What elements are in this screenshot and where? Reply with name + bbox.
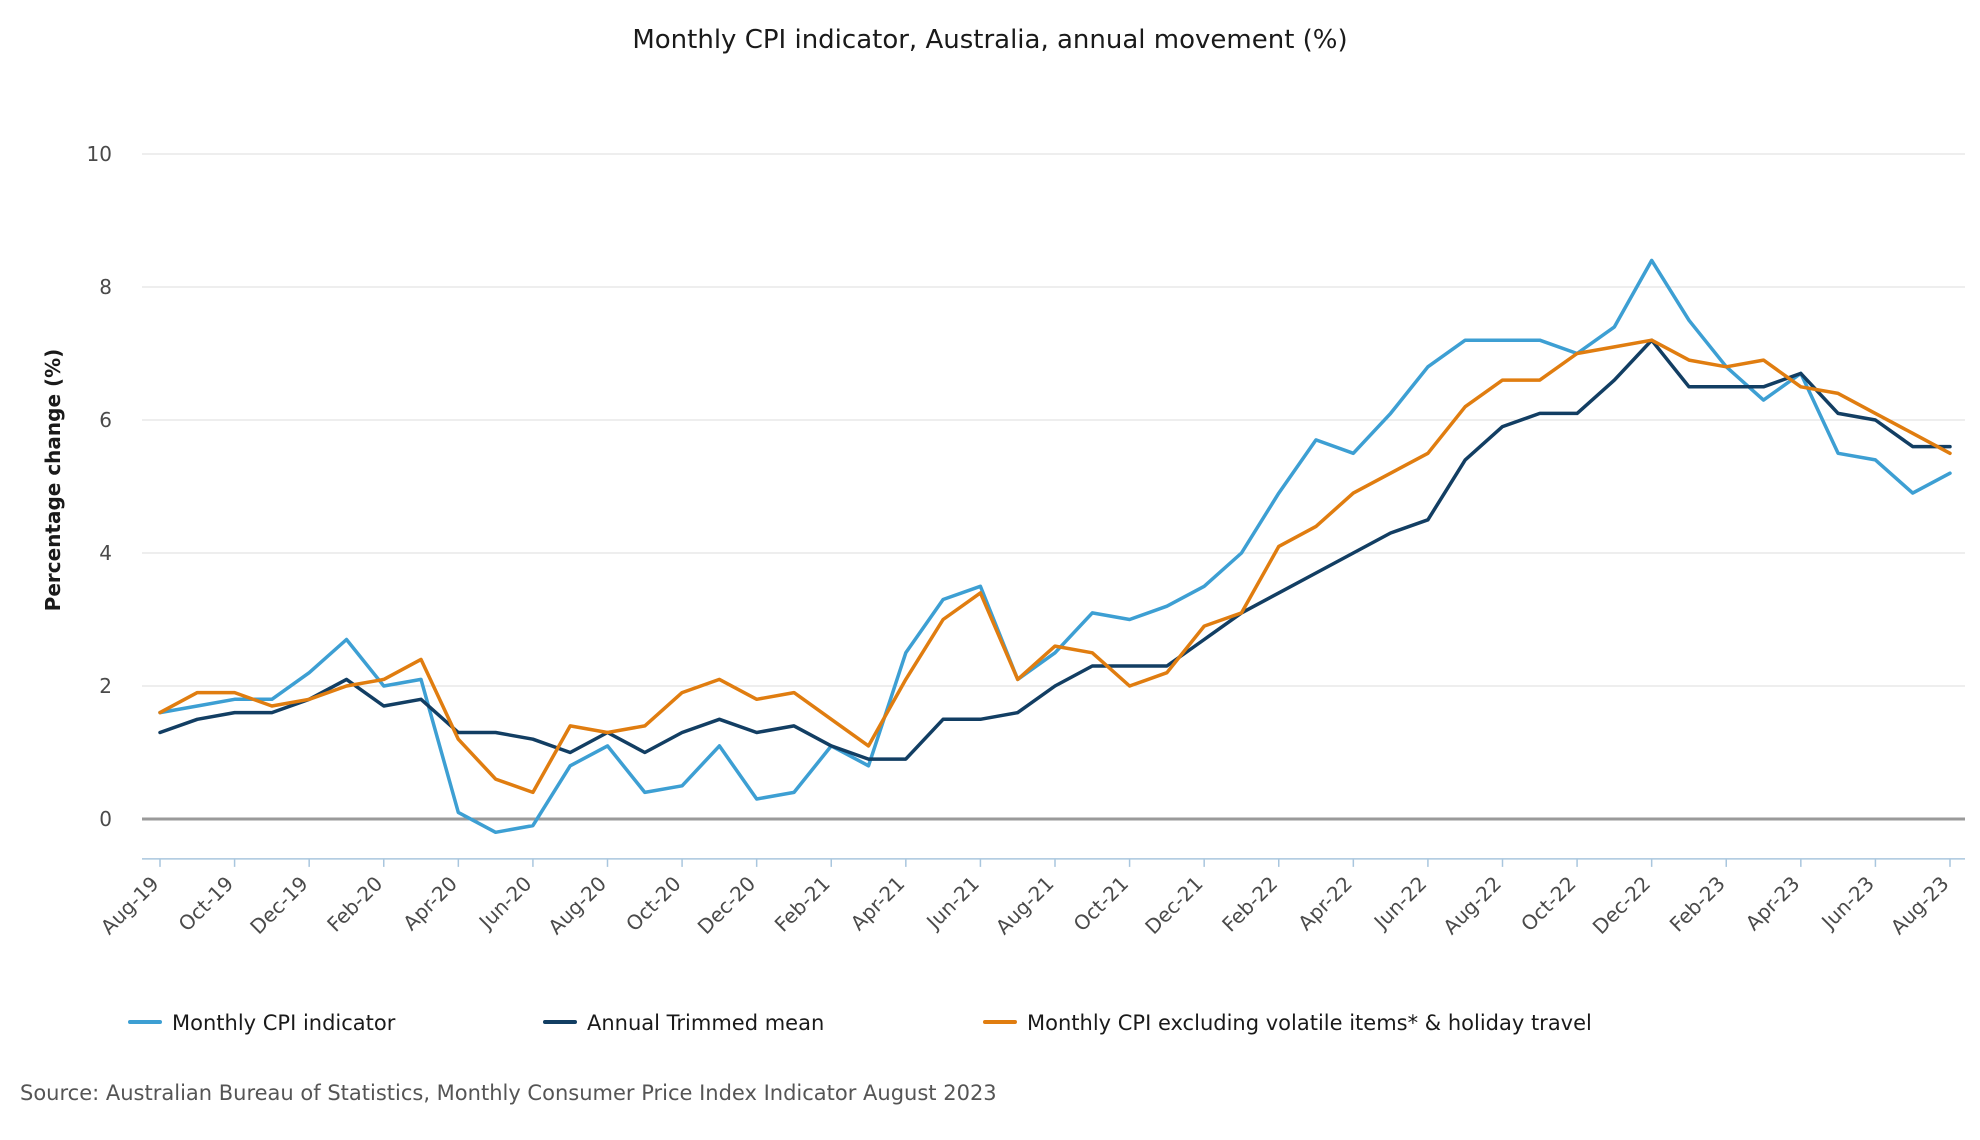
legend-label: Monthly CPI indicator bbox=[172, 1011, 396, 1035]
x-tick-label: Feb-20 bbox=[322, 871, 387, 936]
source-note: Source: Australian Bureau of Statistics,… bbox=[20, 1081, 997, 1105]
x-tick-label: Apr-21 bbox=[846, 871, 910, 935]
x-tick-label: Feb-21 bbox=[770, 871, 835, 936]
x-tick-label: Aug-22 bbox=[1438, 871, 1506, 939]
x-tick-label: Dec-22 bbox=[1588, 871, 1655, 938]
legend: Monthly CPI indicator Annual Trimmed mean… bbox=[128, 1011, 1592, 1035]
series-line-monthly-cpi-excluding-volatile-items-holiday-travel bbox=[158, 338, 1952, 795]
x-tick-label: Aug-19 bbox=[96, 871, 164, 939]
x-tick-label: Dec-19 bbox=[245, 871, 312, 938]
x-tick-label: Aug-21 bbox=[991, 871, 1059, 939]
x-tick-label: Dec-20 bbox=[693, 871, 760, 938]
x-tick-label: Oct-21 bbox=[1069, 871, 1134, 936]
x-tick-label: Apr-20 bbox=[398, 871, 462, 935]
x-tick-label: Oct-19 bbox=[174, 871, 239, 936]
x-tick-label: Feb-22 bbox=[1217, 871, 1282, 936]
y-tick-label: 6 bbox=[99, 408, 112, 432]
y-tick-label: 0 bbox=[99, 807, 112, 831]
x-tick-label: Apr-23 bbox=[1741, 871, 1805, 935]
x-tick-label: Feb-23 bbox=[1665, 871, 1730, 936]
y-tick-label: 8 bbox=[99, 275, 112, 299]
chart-title: Monthly CPI indicator, Australia, annual… bbox=[632, 25, 1347, 55]
x-tick-label: Jun-20 bbox=[473, 871, 537, 935]
x-tick-label: Oct-20 bbox=[621, 871, 686, 936]
x-tick-label: Jun-22 bbox=[1368, 871, 1432, 935]
y-axis-title: Percentage change (%) bbox=[41, 349, 65, 612]
series-line-annual-trimmed-mean bbox=[158, 338, 1952, 761]
y-tick-label: 10 bbox=[87, 142, 112, 166]
series-line-monthly-cpi-indicator bbox=[158, 258, 1952, 835]
y-tick-label: 2 bbox=[99, 674, 112, 698]
x-tick-label: Jun-21 bbox=[920, 871, 984, 935]
series-lines bbox=[158, 258, 1952, 835]
x-tick-label: Aug-20 bbox=[543, 871, 611, 939]
x-axis-ticks: Aug-19 Oct-19 Dec-19 Feb-20 Apr-20 Jun-20 Aug-… bbox=[96, 858, 1954, 939]
x-tick-label: Jun-23 bbox=[1815, 871, 1879, 935]
legend-label: Annual Trimmed mean bbox=[587, 1011, 824, 1035]
gridlines bbox=[142, 153, 1965, 860]
y-tick-label: 4 bbox=[99, 541, 112, 565]
x-tick-label: Apr-22 bbox=[1293, 871, 1357, 935]
x-tick-label: Oct-22 bbox=[1516, 871, 1581, 936]
y-axis-ticks: 0 2 4 6 8 10 bbox=[87, 142, 112, 831]
x-tick-label: Aug-23 bbox=[1886, 871, 1954, 939]
legend-label: Monthly CPI excluding volatile items* & … bbox=[1027, 1011, 1592, 1035]
x-tick-label: Dec-21 bbox=[1140, 871, 1207, 938]
